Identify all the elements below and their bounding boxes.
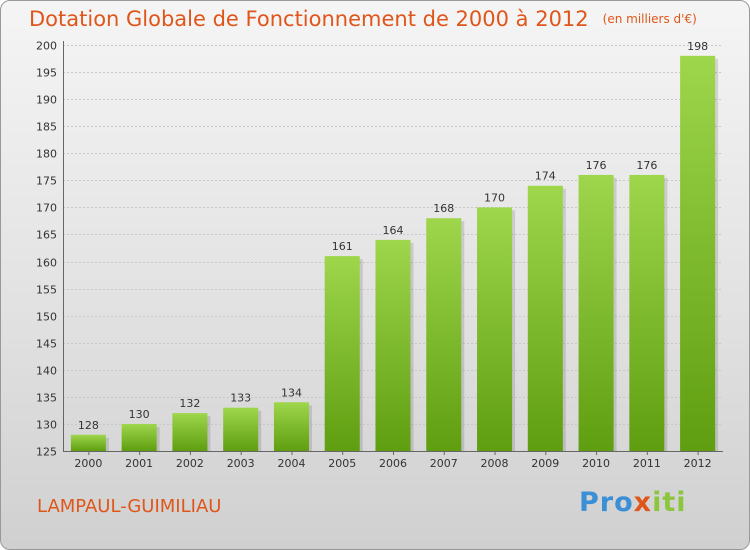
y-tick-label: 175 (36, 175, 57, 188)
logo-part-3: iti (652, 487, 687, 518)
bar-2006 (375, 239, 411, 451)
y-tick-label: 140 (36, 365, 57, 378)
x-tick-label: 2009 (531, 457, 559, 470)
x-tick-label: 2007 (430, 457, 458, 470)
x-tick-label: 2012 (684, 457, 712, 470)
x-tick-label: 2002 (176, 457, 204, 470)
value-label: 176 (636, 159, 657, 172)
x-tick-label: 2001 (125, 457, 153, 470)
x-tick-label: 2010 (582, 457, 610, 470)
bar-2001 (121, 423, 157, 451)
bar-2010 (578, 174, 614, 452)
bar-2005 (324, 256, 360, 451)
y-tick-label: 200 (36, 40, 57, 53)
bar-2002 (172, 413, 208, 451)
y-tick-label: 155 (36, 284, 57, 297)
bar-2000 (70, 434, 106, 451)
value-label: 130 (129, 408, 150, 421)
bar-2011 (629, 174, 665, 452)
value-label: 170 (484, 191, 505, 204)
value-label: 176 (586, 159, 607, 172)
y-tick-label: 180 (36, 148, 57, 161)
y-tick-label: 160 (36, 257, 57, 270)
y-tick-label: 135 (36, 392, 57, 405)
chart-title-text: Dotation Globale de Fonctionnement de 20… (29, 7, 589, 31)
y-tick-label: 130 (36, 419, 57, 432)
y-tick-label: 150 (36, 311, 57, 324)
value-label: 128 (78, 419, 99, 432)
bar-2007 (426, 218, 462, 451)
bar-2003 (223, 407, 259, 451)
commune-name: LAMPAUL-GUIMILIAU (37, 496, 222, 517)
value-label: 134 (281, 386, 302, 399)
y-tick-label: 165 (36, 229, 57, 242)
labels: 125 130 135 140 145 150 155 160 165 170 175 180 185 1… (36, 40, 712, 471)
x-tick-label: 2004 (277, 457, 305, 470)
y-tick-label: 195 (36, 67, 57, 80)
y-tick-label: 185 (36, 121, 57, 134)
chart-subtitle: (en milliers d'€) (602, 12, 697, 26)
value-label: 164 (383, 224, 404, 237)
logo-part-2: x (633, 487, 653, 518)
y-tick-label: 145 (36, 338, 57, 351)
value-label: 198 (687, 40, 708, 53)
value-label: 168 (433, 202, 454, 215)
value-label: 133 (230, 392, 251, 405)
bar-2009 (527, 185, 563, 451)
x-tick-label: 2006 (379, 457, 407, 470)
proxiti-logo: Proxiti (579, 487, 687, 518)
bar-2008 (477, 207, 513, 451)
y-tick-label: 125 (36, 446, 57, 459)
value-label: 161 (332, 240, 353, 253)
bar-2004 (273, 402, 309, 451)
x-tick-label: 2000 (74, 457, 102, 470)
bars (70, 55, 719, 452)
y-tick-label: 190 (36, 94, 57, 107)
axes (63, 41, 723, 455)
logo-part-1: Pro (579, 487, 634, 518)
x-tick-label: 2011 (633, 457, 661, 470)
chart-title: Dotation Globale de Fonctionnement de 20… (29, 7, 697, 31)
bar-2012 (680, 55, 716, 452)
x-tick-label: 2005 (328, 457, 356, 470)
y-tick-label: 170 (36, 202, 57, 215)
x-tick-label: 2008 (481, 457, 509, 470)
value-label: 174 (535, 170, 556, 183)
value-label: 132 (179, 397, 200, 410)
x-tick-label: 2003 (227, 457, 255, 470)
